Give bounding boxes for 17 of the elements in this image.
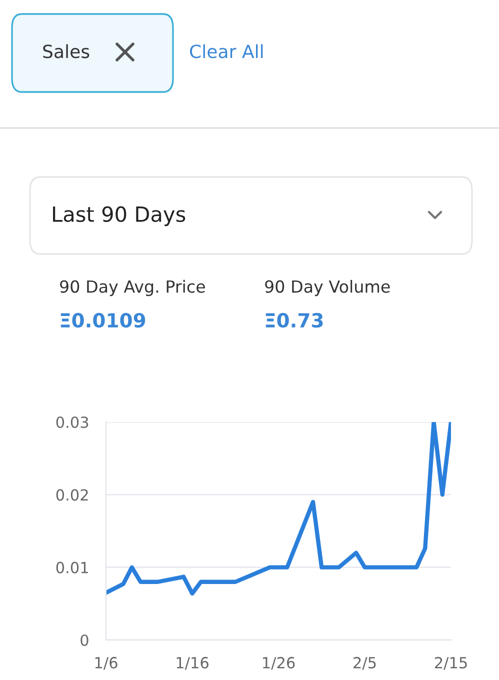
y-tick-label: 0 bbox=[80, 634, 88, 646]
x-tick-label: 1/16 bbox=[176, 656, 208, 670]
x-tick-label: 2/5 bbox=[354, 656, 376, 670]
text: Clear All bbox=[190, 44, 263, 58]
y-tick-label: 0.01 bbox=[56, 562, 88, 574]
text: 90 Day Volume bbox=[265, 280, 390, 296]
y-tick-label: 0.03 bbox=[56, 416, 88, 428]
text: Sales bbox=[43, 44, 90, 58]
text: Last 90 Days bbox=[53, 206, 186, 226]
x-tick-label: 1/26 bbox=[263, 656, 295, 670]
y-tick-label: 0.02 bbox=[56, 489, 88, 501]
text: Ξ0.73 bbox=[266, 312, 323, 328]
text: 90 Day Avg. Price bbox=[60, 280, 205, 296]
line-series bbox=[106, 422, 451, 596]
text: Ξ0.0109 bbox=[60, 312, 146, 328]
x-tick-label: 2/15 bbox=[434, 656, 467, 670]
x-tick-label: 1/6 bbox=[95, 656, 118, 670]
